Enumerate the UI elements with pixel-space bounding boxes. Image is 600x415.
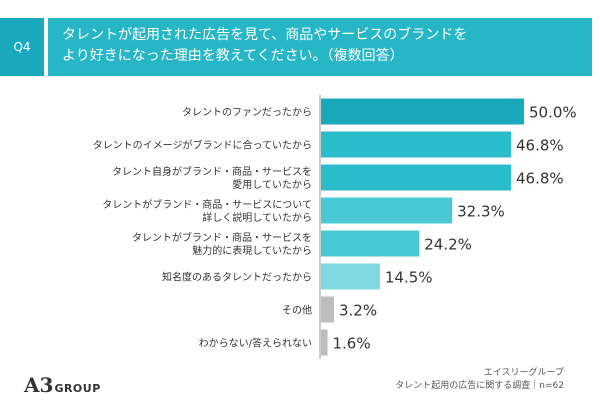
category-label: その他 — [282, 304, 312, 317]
value-label: 50.0% — [529, 104, 577, 122]
bar — [321, 329, 328, 356]
value-label: 46.8% — [516, 170, 564, 188]
value-label: 1.6% — [332, 335, 370, 353]
source-survey: タレント起用の広告に関する調査｜n=62 — [395, 381, 564, 391]
value-label: 46.8% — [516, 137, 564, 155]
bar — [321, 263, 380, 290]
bar — [321, 230, 420, 257]
category-label: タレントがブランド・商品・サービスについて詳しく説明していたから — [102, 198, 312, 224]
bar — [321, 164, 512, 191]
value-label: 3.2% — [339, 302, 377, 320]
bar — [321, 131, 512, 158]
value-label: 32.3% — [457, 203, 505, 221]
logo-text: GROUP — [54, 382, 101, 395]
category-label: わからない/答えられない — [199, 337, 312, 350]
question-header: Q4 タレントが起用された広告を見て、商品やサービスのブランドを より好きになっ… — [0, 18, 592, 76]
category-label: タレントのイメージがブランドに合っていたから — [93, 139, 312, 152]
question-id-badge: Q4 — [0, 18, 44, 76]
category-label: タレントがブランド・商品・サービスを魅力的に表現していたから — [132, 231, 312, 257]
survey-source: エイスリーグループ タレント起用の広告に関する調査｜n=62 — [324, 367, 564, 393]
source-company: エイスリーグループ — [483, 368, 564, 378]
category-label: 知名度のあるタレントだったから — [162, 271, 312, 284]
value-label: 24.2% — [424, 236, 472, 254]
category-label: タレントのファンだったから — [182, 107, 312, 119]
bar — [321, 296, 334, 323]
company-logo: A3 GROUP — [24, 371, 101, 395]
question-title: タレントが起用された広告を見て、商品やサービスのブランドを より好きになった理由… — [48, 18, 592, 76]
bar — [321, 197, 453, 224]
category-label: タレント自身がブランド・商品・サービスを愛用していたから — [112, 165, 312, 191]
bar — [321, 98, 524, 125]
value-label: 14.5% — [385, 269, 433, 287]
logo-mark: A3 — [24, 373, 54, 397]
